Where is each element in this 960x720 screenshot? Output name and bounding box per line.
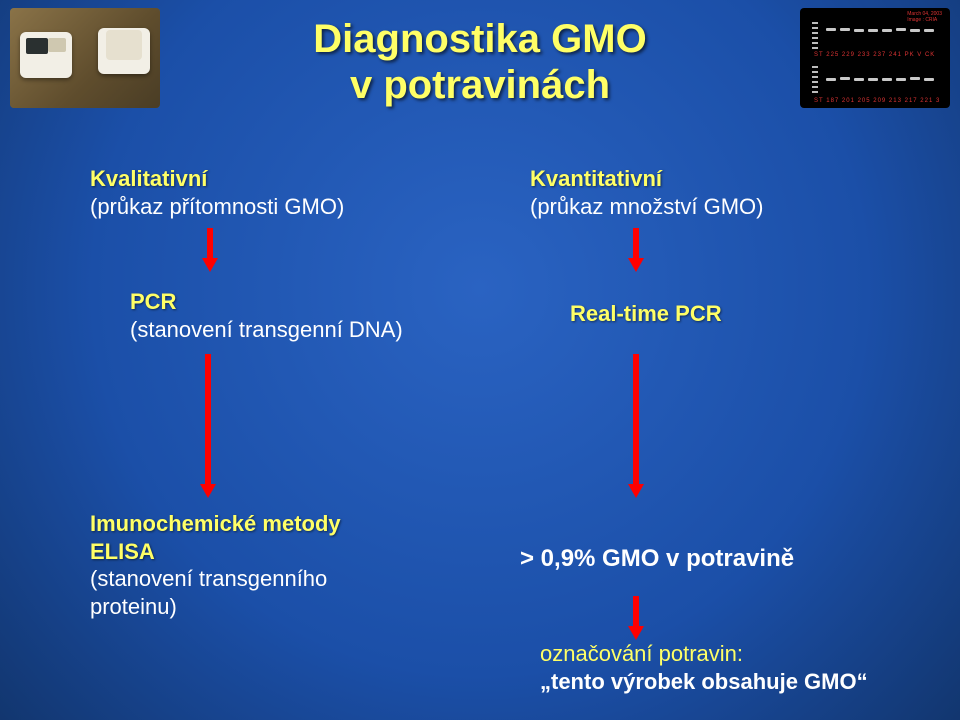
immuno-line2: ELISA [90, 538, 341, 566]
node-realtime-pcr: Real-time PCR [570, 300, 722, 328]
node-pcr: PCR (stanovení transgenní DNA) [130, 288, 403, 343]
node-immunochemical: Imunochemické metody ELISA (stanovení tr… [90, 510, 341, 620]
threshold-text: > 0,9% GMO v potravině [520, 544, 794, 574]
quantitative-sub: (průkaz množství GMO) [530, 193, 763, 221]
title-line2: v potravinách [350, 63, 610, 107]
slide-root: March 04, 2003Image : CRIA ST 225 229 23… [0, 0, 960, 720]
node-qualitative: Kvalitativní (průkaz přítomnosti GMO) [90, 165, 344, 220]
node-labeling: označování potravin: „tento výrobek obsa… [540, 640, 868, 695]
quantitative-heading: Kvantitativní [530, 165, 763, 193]
qualitative-sub: (průkaz přítomnosti GMO) [90, 193, 344, 221]
labeling-line1: označování potravin: [540, 640, 868, 668]
realtime-pcr-heading: Real-time PCR [570, 300, 722, 328]
pcr-heading: PCR [130, 288, 403, 316]
immuno-sub2: proteinu) [90, 593, 341, 621]
node-quantitative: Kvantitativní (průkaz množství GMO) [530, 165, 763, 220]
immuno-sub1: (stanovení transgenního [90, 565, 341, 593]
title-line1: Diagnostika GMO [313, 17, 646, 61]
immuno-line1: Imunochemické metody [90, 510, 341, 538]
slide-title: Diagnostika GMO v potravinách [0, 16, 960, 108]
qualitative-heading: Kvalitativní [90, 165, 344, 193]
pcr-sub: (stanovení transgenní DNA) [130, 316, 403, 344]
node-threshold: > 0,9% GMO v potravině [520, 544, 794, 574]
labeling-line2: „tento výrobek obsahuje GMO“ [540, 668, 868, 696]
